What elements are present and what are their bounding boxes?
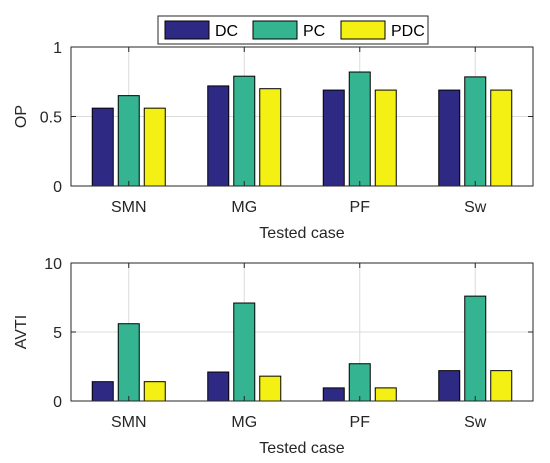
legend-label-pc: PC (303, 23, 325, 40)
op-bar-pdc-smn (143, 107, 166, 187)
op-xtick-label-smn: SMN (111, 199, 147, 216)
avti-bar-pdc-sw (490, 370, 513, 402)
avti-bar-pdc-smn (143, 381, 166, 402)
op-xlabel: Tested case (259, 225, 344, 242)
op-xtick-label-pf: PF (350, 199, 371, 216)
op-xtick-label-sw: Sw (464, 199, 487, 216)
avti-xtick-label-smn: SMN (111, 414, 147, 431)
op-ytick-label-1: 0.5 (40, 110, 62, 127)
avti-xtick-label-sw: Sw (464, 414, 487, 431)
avti-bar-dc-smn (91, 381, 114, 402)
legend-swatch-pc (252, 20, 298, 40)
legend-label-pdc: PDC (391, 23, 425, 40)
avti-bar-dc-pf (322, 387, 345, 402)
legend-label-dc: DC (215, 23, 238, 40)
avti-bar-pdc-mg (259, 375, 282, 402)
avti-chart-panel: 0 5 10 SMN MG PF Sw Tested case AVTI (13, 256, 534, 457)
avti-ytick-label-2: 10 (44, 256, 62, 273)
avti-bar-pc-mg (233, 302, 256, 402)
op-bar-dc-sw (438, 89, 461, 187)
op-bar-dc-mg (207, 85, 230, 187)
avti-bar-pdc-pf (374, 387, 397, 402)
op-ytick-label-0: 0 (53, 179, 62, 196)
avti-bar-dc-mg (207, 371, 230, 402)
avti-bar-pc-pf (348, 363, 371, 402)
op-ytick-label-2: 1 (53, 40, 62, 57)
op-bar-pc-mg (233, 75, 256, 187)
legend-swatch-dc (164, 20, 210, 40)
op-bar-pdc-pf (374, 89, 397, 187)
op-bar-pdc-sw (490, 89, 513, 187)
legend-swatch-pdc (340, 20, 386, 40)
op-bar-pc-smn (117, 95, 140, 187)
avti-ylabel: AVTI (13, 315, 30, 349)
legend: DC PC PDC (157, 15, 429, 45)
avti-bar-pc-sw (464, 295, 487, 402)
avti-ytick-label-1: 5 (53, 325, 62, 342)
op-bar-pc-sw (464, 76, 487, 187)
op-xtick-label-mg: MG (231, 199, 257, 216)
avti-xtick-label-mg: MG (231, 414, 257, 431)
op-bar-dc-pf (322, 89, 345, 187)
op-ylabel: OP (13, 105, 30, 128)
op-chart-panel: 0 0.5 1 SMN MG PF Sw Tested case OP (13, 40, 534, 242)
avti-xtick-label-pf: PF (350, 414, 371, 431)
avti-xlabel: Tested case (259, 440, 344, 457)
op-bar-pdc-mg (259, 88, 282, 187)
avti-bar-pc-smn (117, 323, 140, 402)
op-bar-pc-pf (348, 71, 371, 187)
avti-ytick-label-0: 0 (53, 394, 62, 411)
avti-bar-dc-sw (438, 370, 461, 402)
op-bar-dc-smn (91, 107, 114, 187)
